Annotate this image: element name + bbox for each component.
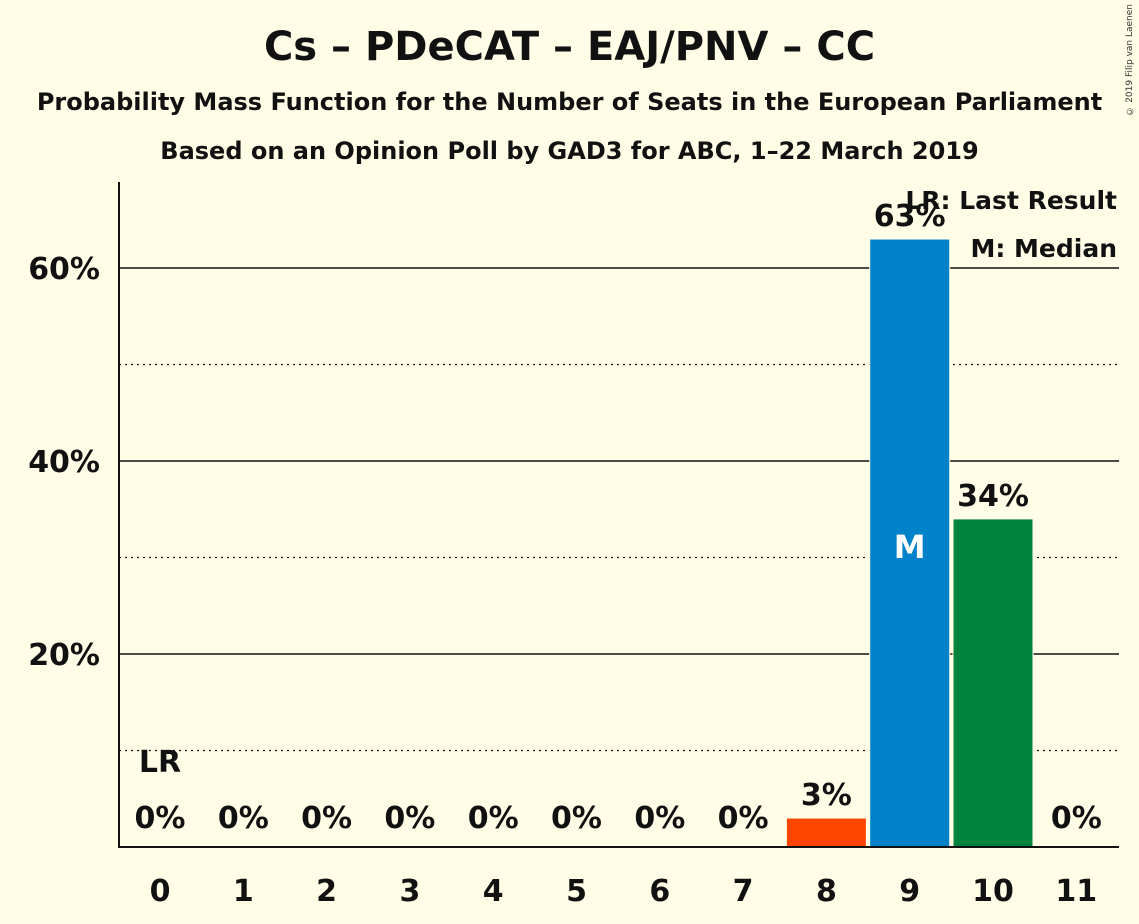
legend-median: M: Median xyxy=(970,234,1117,263)
data-label: 0% xyxy=(468,801,519,836)
data-label: 0% xyxy=(551,801,602,836)
y-tick-label: 40% xyxy=(28,445,100,480)
x-tick-label: 10 xyxy=(972,874,1014,909)
data-label: 0% xyxy=(218,801,269,836)
legend-last-result: LR: Last Result xyxy=(905,186,1117,215)
data-label: 34% xyxy=(957,479,1029,514)
x-tick-label: 0 xyxy=(150,874,171,909)
bar xyxy=(869,238,951,848)
x-tick-label: 4 xyxy=(483,874,504,909)
data-label: 0% xyxy=(301,801,352,836)
gridlines xyxy=(119,267,1119,752)
data-label: 0% xyxy=(634,801,685,836)
data-label: 0% xyxy=(718,801,769,836)
data-label: 3% xyxy=(801,778,852,813)
chart-title: Cs – PDeCAT – EAJ/PNV – CC xyxy=(263,24,876,70)
data-label: 0% xyxy=(135,801,186,836)
data-label: 63% xyxy=(874,199,946,234)
median-marker: M xyxy=(894,528,926,566)
data-label: 0% xyxy=(384,801,435,836)
x-tick-label: 2 xyxy=(316,874,337,909)
x-tick-label: 1 xyxy=(233,874,254,909)
bar xyxy=(952,518,1034,848)
x-tick-label: 5 xyxy=(566,874,587,909)
x-tick-label: 6 xyxy=(649,874,670,909)
data-label: 0% xyxy=(1051,801,1102,836)
x-tick-label: 8 xyxy=(816,874,837,909)
labels: 20% 40% 60% 0 1 2 3 4 5 6 7 8 9 10 11 0% 0% 0% 0% 0% 0% 0% 0% 3… xyxy=(28,186,1117,909)
chart-subtitle: Probability Mass Function for the Number… xyxy=(36,88,1103,116)
x-tick-label: 7 xyxy=(733,874,754,909)
x-tick-label: 11 xyxy=(1055,874,1097,909)
bars xyxy=(785,238,1034,848)
y-tick-label: 20% xyxy=(28,638,100,673)
chart-source: Based on an Opinion Poll by GAD3 for ABC… xyxy=(160,137,979,165)
bar xyxy=(785,817,867,848)
axes xyxy=(118,182,1119,848)
x-tick-label: 9 xyxy=(899,874,920,909)
last-result-marker: LR xyxy=(139,745,181,780)
x-tick-label: 3 xyxy=(399,874,420,909)
y-tick-label: 60% xyxy=(28,252,100,287)
